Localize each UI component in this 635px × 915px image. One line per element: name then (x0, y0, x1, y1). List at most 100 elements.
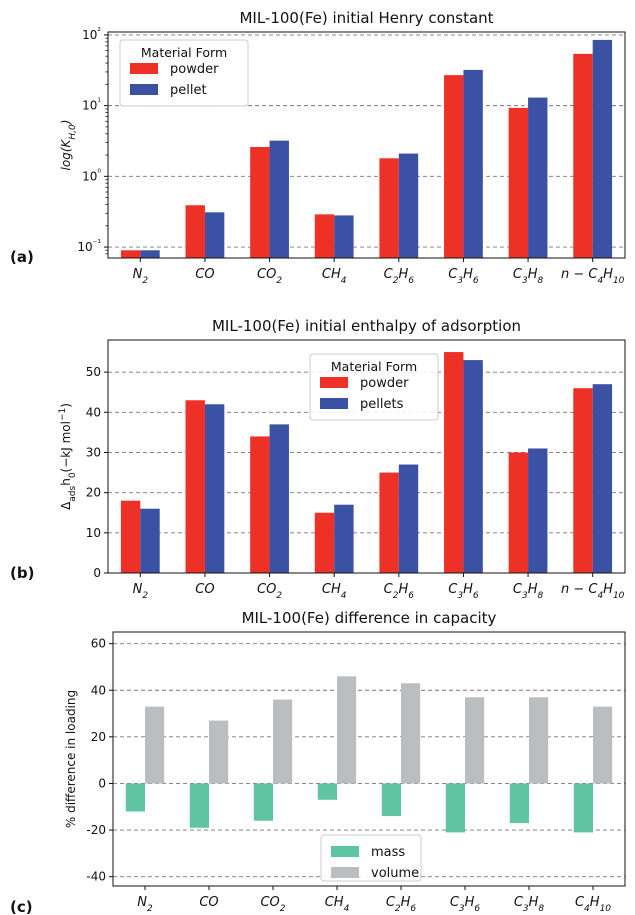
x-tick-label: n − C4H10 (561, 267, 625, 286)
x-tick-label: C2H6 (386, 895, 417, 914)
legend-label-pellets: pellets (360, 397, 404, 412)
legend-swatch-volume (331, 867, 359, 878)
chart-panel-1: 10⁻¹ 10⁰ 10¹ 10² N2 CO CO2 CH4 C2H6 C3H6 C3H8 n − C… (10, 9, 626, 286)
y-tick-label: 10⁰ (82, 168, 101, 183)
x-tick-label: CO2 (260, 895, 285, 914)
x-tick-label: C3H6 (448, 267, 479, 286)
bar-mass-C3H6 (445, 783, 465, 833)
x-tick-label: C3H8 (513, 582, 544, 601)
bar-powder-CH4 (314, 214, 335, 258)
x-tick-label: C3H8 (513, 267, 544, 286)
x-tick-label: n − C4H10 (561, 582, 625, 601)
bar-pellet-n-C4H10 (592, 39, 613, 258)
bar-volume-C2H6 (401, 683, 421, 784)
panel-label: (b) (10, 564, 34, 582)
bar-pellet-CO (204, 212, 225, 258)
bar-powder-C2H6 (379, 472, 399, 573)
bar-powder-CO2 (250, 436, 270, 573)
y-tick-label: 10¹ (82, 98, 101, 113)
x-tick-label: C2H6 (384, 582, 415, 601)
y-tick-label: 0 (98, 776, 106, 790)
x-tick-label: CO (195, 582, 214, 597)
y-tick-label: 20 (91, 730, 106, 744)
x-tick-label: CH4 (325, 895, 350, 914)
y-tick-label: 40 (86, 405, 101, 419)
chart-panel-3: -40 -20 0 20 40 60 N2 CO CO2 CH4 C2H6 C3H6 C3H8 C4H10… (10, 609, 626, 915)
x-tick-label: C2H6 (384, 267, 415, 286)
x-tick-label: C3H8 (514, 895, 545, 914)
x-tick-label: CO2 (257, 582, 282, 601)
bar-mass-CO2 (253, 783, 273, 821)
x-tick-label: CH4 (322, 582, 347, 601)
y-axis-label: log(KH,0) (59, 120, 78, 171)
legend-swatch-powder (320, 377, 348, 388)
bar-pellet-C3H8 (528, 97, 548, 258)
bar-pellet-CO2 (269, 140, 289, 258)
panel-label: (c) (10, 898, 33, 915)
bar-powder-C2H6 (379, 158, 399, 258)
axes-frame (112, 631, 626, 887)
legend-title: Material Form (141, 45, 227, 60)
y-tick-label: 10² (82, 27, 101, 42)
y-tick-label: 40 (91, 683, 106, 697)
bar-volume-N2 (145, 706, 165, 784)
x-tick-label: CO2 (257, 267, 282, 286)
y-tick-label: 10⁻¹ (77, 239, 101, 254)
bar-powder-N2 (120, 500, 141, 573)
legend-label-powder: powder (170, 62, 219, 77)
bar-pellets-N2 (140, 508, 160, 573)
bar-powder-CO (185, 205, 205, 258)
y-tick-label: 10 (86, 526, 101, 540)
axes-frame (107, 31, 626, 259)
bar-mass-C3H8 (509, 783, 529, 824)
y-tick-label: 30 (86, 445, 101, 459)
legend-label-mass: mass (371, 845, 405, 860)
legend-title: Material Form (331, 359, 417, 374)
bar-pellets-CO2 (269, 424, 289, 573)
chart-title: MIL-100(Fe) initial Henry constant (239, 9, 493, 27)
x-tick-label: N2 (137, 895, 153, 914)
legend-swatch-mass (331, 846, 359, 857)
legend-swatch-pellets (320, 398, 348, 409)
bar-pellets-C3H6 (463, 360, 483, 573)
bar-mass-CO (189, 783, 209, 828)
bar-pellets-n-C4H10 (592, 384, 613, 573)
bar-powder-C3H6 (444, 75, 464, 258)
legend-swatch-pellet (130, 84, 158, 95)
x-tick-label: CO (195, 267, 214, 282)
bar-powder-CO2 (250, 146, 270, 258)
chart-panel-2: 0 10 20 30 40 50 N2 CO CO2 CH4 C2H6 C3H6 C3H8 n − C4H… (10, 317, 626, 601)
y-tick-label: 20 (86, 486, 101, 500)
x-tick-label: C3H6 (448, 582, 479, 601)
chart-title: MIL-100(Fe) difference in capacity (242, 609, 497, 627)
bar-volume-CO2 (273, 699, 293, 784)
bar-mass-N2 (125, 783, 145, 812)
legend: Material Form powder pellet (119, 39, 249, 107)
bar-powder-C3H6 (444, 352, 464, 573)
bar-volume-C4H10 (593, 706, 613, 784)
bar-pellets-CH4 (334, 504, 354, 573)
legend: Material Form powder pellets (309, 353, 439, 421)
legend-label-pellet: pellet (170, 83, 207, 98)
bar-powder-N2 (120, 250, 141, 258)
bar-volume-CO (209, 720, 229, 784)
bar-pellets-C2H6 (398, 464, 419, 573)
bar-volume-C3H6 (465, 697, 485, 784)
bar-powder-CH4 (314, 512, 335, 573)
bar-mass-C4H10 (573, 783, 593, 833)
y-tick-label: -20 (86, 823, 106, 837)
x-tick-label: N2 (133, 267, 149, 286)
x-tick-label: CH4 (322, 267, 347, 286)
chart-title: MIL-100(Fe) initial enthalpy of adsorpti… (212, 317, 521, 335)
bar-pellet-CH4 (334, 215, 354, 258)
bar-powder-n-C4H10 (573, 388, 593, 573)
legend: mass volume (320, 834, 422, 882)
axes-frame (107, 339, 626, 574)
bar-pellet-C3H6 (463, 69, 483, 258)
bar-pellet-C2H6 (398, 153, 419, 258)
bar-volume-C3H8 (529, 697, 549, 784)
y-tick-label: -40 (86, 870, 106, 884)
bar-powder-CO (185, 400, 205, 573)
x-tick-label: C4H10 (575, 895, 611, 914)
